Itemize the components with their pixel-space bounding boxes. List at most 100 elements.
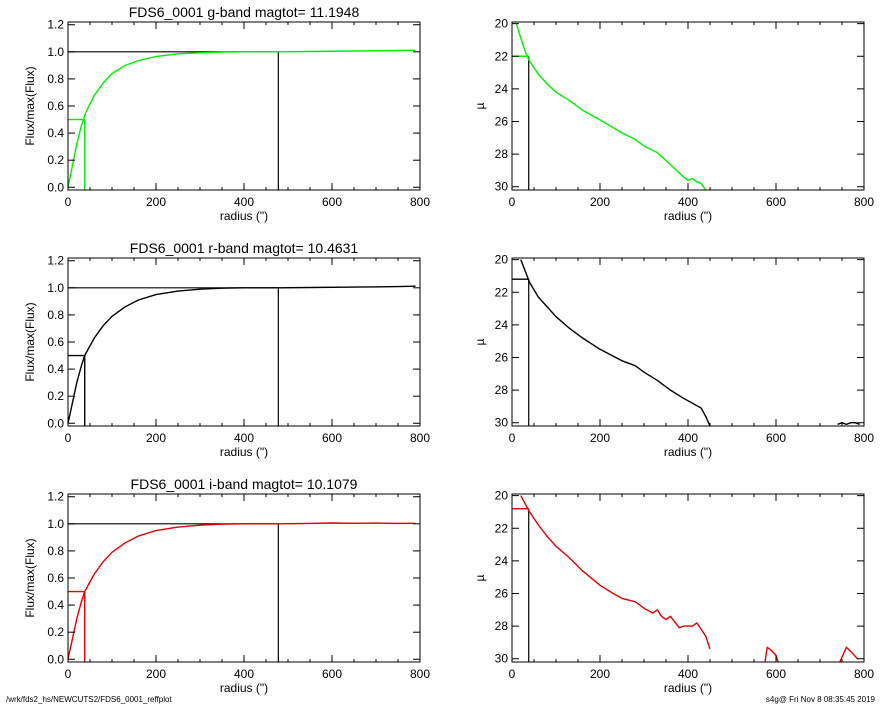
y-tick-label: 0.2 <box>47 389 64 403</box>
x-tick-label: 800 <box>410 195 430 209</box>
series-line-0 <box>67 49 416 188</box>
y-tick-label: 30 <box>495 416 509 430</box>
series-line-0 <box>67 522 416 660</box>
y-tick-label: 1.0 <box>47 281 64 295</box>
y-tick-label: 24 <box>495 318 509 332</box>
x-tick-label: 400 <box>678 431 698 445</box>
series-line-0 <box>515 23 707 191</box>
x-axis-label: radius (") <box>220 681 268 695</box>
x-axis-label: radius (") <box>664 445 712 459</box>
plot-frame <box>511 493 865 663</box>
x-tick-label: 200 <box>590 431 610 445</box>
x-tick-label: 0 <box>65 431 72 445</box>
x-tick-label: 800 <box>410 431 430 445</box>
y-axis-label: Flux/max(Flux) <box>23 302 37 381</box>
x-tick-label: 200 <box>146 431 166 445</box>
x-tick-label: 200 <box>590 667 610 681</box>
y-tick-label: 28 <box>495 147 509 161</box>
y-tick-label: 0.0 <box>47 652 64 666</box>
x-tick-label: 0 <box>65 195 72 209</box>
y-tick-label: 1.2 <box>47 490 64 504</box>
panel-r-band-profile: 0 200 400 600 800 20 22 24 26 28 30 radius (") µ <box>473 253 874 459</box>
y-axis-label: µ <box>473 102 487 109</box>
y-tick-label: 0.6 <box>47 571 64 585</box>
y-tick-label: 0.0 <box>47 180 64 194</box>
panel-title: FDS6_0001 i-band magtot= 10.1079 <box>131 476 358 492</box>
x-tick-label: 0 <box>65 667 72 681</box>
y-tick-label: 30 <box>495 180 509 194</box>
y-axis-label: Flux/max(Flux) <box>23 538 37 617</box>
y-axis-label: µ <box>473 574 487 581</box>
series-line-0 <box>67 285 416 424</box>
x-tick-label: 0 <box>509 431 516 445</box>
x-tick-label: 400 <box>678 195 698 209</box>
footer-stamp: s4g@ Fri Nov 8 08:35:45 2019 <box>765 695 875 704</box>
y-tick-label: 30 <box>495 652 509 666</box>
y-tick-label: 20 <box>495 489 509 503</box>
y-tick-label: 0.6 <box>47 99 64 113</box>
x-tick-label: 800 <box>854 431 874 445</box>
series-line-0 <box>520 495 711 650</box>
x-tick-label: 0 <box>509 195 516 209</box>
y-tick-label: 1.2 <box>47 254 64 268</box>
plot-frame <box>67 493 421 663</box>
y-tick-label: 20 <box>495 17 509 31</box>
x-tick-label: 600 <box>766 431 786 445</box>
y-tick-label: 1.0 <box>47 45 64 59</box>
x-tick-label: 600 <box>322 431 342 445</box>
y-tick-label: 0.0 <box>47 416 64 430</box>
y-tick-label: 24 <box>495 82 509 96</box>
y-tick-label: 22 <box>495 49 509 63</box>
series-line-1 <box>837 422 860 426</box>
y-tick-label: 0.4 <box>47 126 64 140</box>
x-axis-label: radius (") <box>220 445 268 459</box>
panel-i-band-profile: 0 200 400 600 800 20 22 24 26 28 30 radius (") µ <box>473 489 874 695</box>
y-tick-label: 22 <box>495 285 509 299</box>
y-tick-label: 0.8 <box>47 308 64 322</box>
y-tick-label: 0.2 <box>47 153 64 167</box>
y-tick-label: 26 <box>495 114 509 128</box>
series-line-1 <box>764 646 779 663</box>
panel-r-band-growth: FDS6_0001 r-band magtot= 10.4631 0 200 400 6… <box>23 240 430 459</box>
y-tick-label: 26 <box>495 586 509 600</box>
x-tick-label: 400 <box>234 195 254 209</box>
x-axis-label: radius (") <box>220 209 268 223</box>
plot-frame <box>511 21 865 191</box>
y-axis-label: µ <box>473 338 487 345</box>
x-tick-label: 200 <box>146 667 166 681</box>
y-tick-label: 24 <box>495 554 509 568</box>
x-tick-label: 800 <box>854 667 874 681</box>
panel-i-band-growth: FDS6_0001 i-band magtot= 10.1079 0 200 400 6… <box>23 476 430 695</box>
x-tick-label: 0 <box>509 667 516 681</box>
y-tick-label: 1.0 <box>47 517 64 531</box>
x-axis-label: radius (") <box>664 681 712 695</box>
x-tick-label: 400 <box>234 431 254 445</box>
y-tick-label: 0.8 <box>47 544 64 558</box>
panel-g-band-growth: FDS6_0001 g-band magtot= 11.1948 0 200 400 6… <box>23 4 430 223</box>
y-tick-label: 0.4 <box>47 362 64 376</box>
y-tick-label: 26 <box>495 350 509 364</box>
plot-frame <box>67 21 421 191</box>
y-tick-label: 28 <box>495 619 509 633</box>
y-tick-label: 20 <box>495 253 509 267</box>
series-line-2 <box>839 646 858 663</box>
series-line-0 <box>520 259 711 427</box>
y-tick-label: 0.4 <box>47 598 64 612</box>
x-tick-label: 400 <box>234 667 254 681</box>
y-tick-label: 1.2 <box>47 18 64 32</box>
y-tick-label: 22 <box>495 521 509 535</box>
panel-g-band-profile: 0 200 400 600 800 20 22 24 26 28 30 radius (") µ <box>473 17 874 223</box>
x-axis-label: radius (") <box>664 209 712 223</box>
panel-title: FDS6_0001 r-band magtot= 10.4631 <box>130 240 359 256</box>
plot-frame <box>67 257 421 427</box>
x-tick-label: 200 <box>590 195 610 209</box>
y-tick-label: 0.2 <box>47 625 64 639</box>
x-tick-label: 800 <box>854 195 874 209</box>
x-tick-label: 800 <box>410 667 430 681</box>
y-tick-label: 0.8 <box>47 72 64 86</box>
y-tick-label: 0.6 <box>47 335 64 349</box>
x-tick-label: 400 <box>678 667 698 681</box>
x-tick-label: 600 <box>322 195 342 209</box>
x-tick-label: 200 <box>146 195 166 209</box>
